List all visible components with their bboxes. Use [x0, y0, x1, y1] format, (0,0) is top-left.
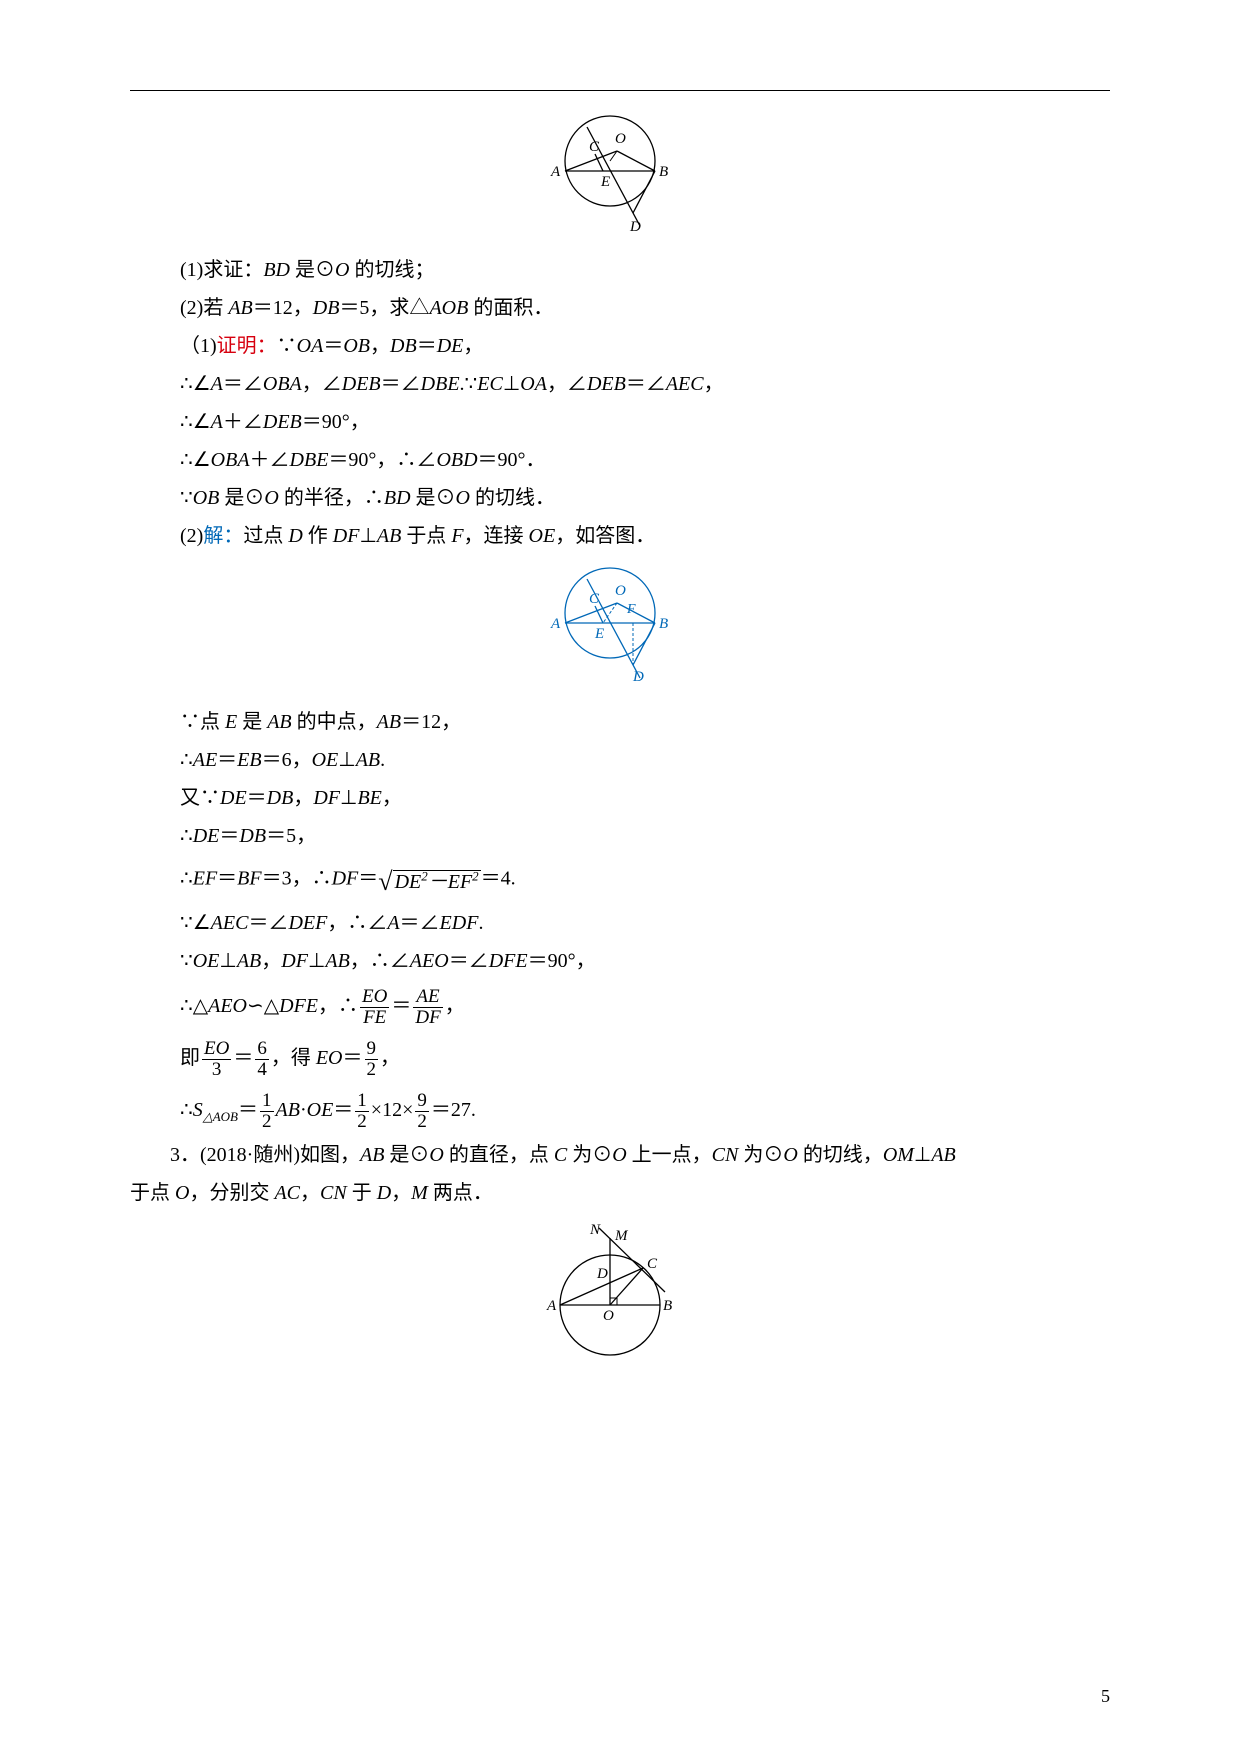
page-number: 5 — [1101, 1679, 1110, 1713]
figure-2-answer-diagram: O C A B E F D — [535, 563, 705, 693]
proof-line-5: ∵OB 是⊙O 的半径，∴BD 是⊙O 的切线． — [180, 479, 1110, 517]
sol-line-14: ∴△AEO∽△DFE，∴EOFE＝AEDF， — [180, 980, 1110, 1032]
svg-text:E: E — [594, 626, 604, 642]
sol-line-8: ∴AE＝EB＝6，OE⊥AB. — [180, 741, 1110, 779]
svg-text:M: M — [614, 1228, 629, 1244]
proof-line-3: ∴∠A＋∠DEB＝90°， — [180, 403, 1110, 441]
proof-line-4: ∴∠OBA＋∠DBE＝90°，∴∠OBD＝90°． — [180, 441, 1110, 479]
figure-1-circle-diagram: O C A B E D — [535, 111, 705, 241]
svg-text:C: C — [647, 1256, 658, 1272]
svg-text:B: B — [663, 1298, 672, 1314]
sol-line-7: ∵点 E 是 AB 的中点，AB＝12， — [180, 703, 1110, 741]
solution-intro: (2)解：过点 D 作 DF⊥AB 于点 F，连接 OE，如答图． — [180, 517, 1110, 555]
svg-text:C: C — [589, 139, 600, 155]
svg-text:F: F — [626, 602, 636, 617]
question-2: (2)若 AB＝12，DB＝5，求△AOB 的面积． — [180, 289, 1110, 327]
svg-text:D: D — [596, 1266, 608, 1282]
sol-line-13: ∵OE⊥AB，DF⊥AB，∴∠AEO＝∠DFE＝90°， — [180, 942, 1110, 980]
svg-text:O: O — [615, 131, 626, 147]
svg-text:E: E — [600, 174, 610, 190]
svg-text:A: A — [550, 164, 561, 180]
sol-line-10: ∴DE＝DB＝5， — [180, 817, 1110, 855]
problem-3: 3．(2018·随州)如图，AB 是⊙O 的直径，点 C 为⊙O 上一点，CN … — [130, 1136, 1110, 1212]
svg-text:A: A — [546, 1298, 557, 1314]
sol-line-15: 即EO3＝64，得 EO＝92， — [180, 1032, 1110, 1084]
svg-text:B: B — [659, 164, 668, 180]
top-rule — [130, 90, 1110, 91]
figure-3-circle-diagram: A B O C D M N — [535, 1220, 705, 1370]
svg-text:O: O — [615, 583, 626, 599]
svg-text:N: N — [589, 1222, 601, 1238]
svg-text:D: D — [632, 669, 644, 685]
sol-line-16: ∴S△AOB＝12AB·OE＝12×12×92＝27. — [180, 1084, 1110, 1136]
sol-line-11: ∴EF＝BF＝3，∴DF＝√DE2－EF2＝4. — [180, 855, 1110, 904]
sol-line-12: ∵∠AEC＝∠DEF，∴∠A＝∠EDF. — [180, 904, 1110, 942]
svg-text:D: D — [629, 219, 641, 235]
question-1: (1)求证：BD 是⊙O 的切线； — [180, 251, 1110, 289]
sol-line-9: 又∵DE＝DB，DF⊥BE， — [180, 779, 1110, 817]
proof-line-1: （1)证明：∵OA＝OB，DB＝DE， — [180, 327, 1110, 365]
svg-text:C: C — [589, 591, 600, 607]
svg-text:O: O — [603, 1308, 614, 1324]
svg-text:A: A — [550, 616, 561, 632]
svg-text:B: B — [659, 616, 668, 632]
proof-line-2: ∴∠A＝∠OBA，∠DEB＝∠DBE.∵EC⊥OA，∠DEB＝∠AEC， — [180, 365, 1110, 403]
